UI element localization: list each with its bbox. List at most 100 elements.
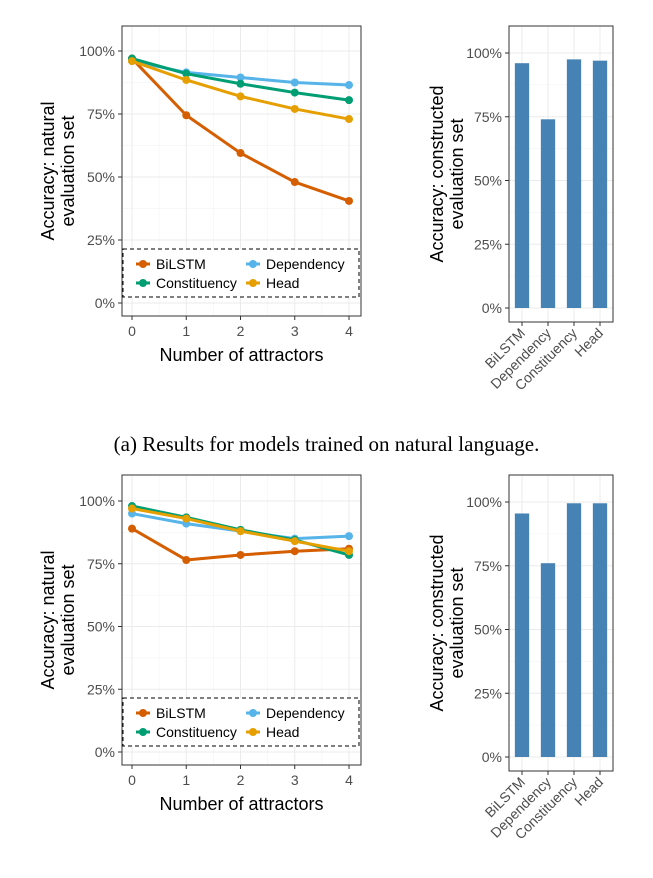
data-point-constituency xyxy=(290,88,299,97)
legend-key-point xyxy=(139,728,147,736)
line-chart-1: 0% 25% 50% 75% 100% 0 1 2 3 4 BiLSTM Dependency Cons… xyxy=(38,25,362,365)
data-point-head xyxy=(345,115,353,124)
data-point-head xyxy=(182,75,191,84)
plot-border xyxy=(121,474,362,766)
legend-entry-bilstm: BiLSTM xyxy=(156,256,206,272)
bar-chart-1: 0%25%50%75%100%BiLSTMDependencyConstitue… xyxy=(427,25,614,393)
data-point-bilstm xyxy=(182,555,191,564)
plot-border xyxy=(121,25,362,317)
data-point-head xyxy=(236,92,245,101)
bar-bilstm xyxy=(514,513,530,757)
data-point-head xyxy=(345,547,353,556)
y-axis-label: Accuracy: constructedevaluation set xyxy=(427,85,467,262)
x-tick-label: 2 xyxy=(237,772,245,788)
legend-box xyxy=(122,697,360,747)
data-point-bilstm xyxy=(128,524,136,533)
legend-entry-constituency: Constituency xyxy=(156,724,237,740)
y-axis-label-line: Accuracy: natural xyxy=(38,101,58,240)
legend-key-point xyxy=(249,709,257,717)
plot-border xyxy=(508,25,614,323)
data-point-constituency xyxy=(345,96,353,105)
y-tick-label: 100% xyxy=(466,494,502,510)
data-point-head xyxy=(128,504,136,513)
data-point-head xyxy=(236,527,245,536)
data-point-head xyxy=(290,537,299,546)
legend-key-point xyxy=(249,728,257,736)
y-tick-label: 0% xyxy=(482,749,502,765)
y-axis-label-line: evaluation set xyxy=(58,115,78,226)
legend-entry-head: Head xyxy=(266,275,299,291)
y-axis-label-line: Accuracy: natural xyxy=(38,550,58,689)
y-tick-label: 100% xyxy=(466,45,502,61)
y-tick-label: 75% xyxy=(87,106,115,122)
y-tick-label: 25% xyxy=(87,232,115,248)
x-tick-label: 1 xyxy=(182,772,190,788)
data-point-head xyxy=(290,104,299,113)
y-axis-label: Accuracy: naturalevaluation set xyxy=(38,101,78,240)
data-point-bilstm xyxy=(290,178,299,187)
data-point-bilstm xyxy=(290,547,299,556)
y-tick-label: 0% xyxy=(95,295,115,311)
y-axis-label: Accuracy: naturalevaluation set xyxy=(38,550,78,689)
bar-constituency xyxy=(566,503,582,757)
x-axis-label: Number of attractors xyxy=(159,794,323,814)
data-point-dependency xyxy=(290,78,299,87)
y-axis-label-line: evaluation set xyxy=(447,118,467,229)
data-point-head xyxy=(128,57,136,66)
x-tick-label: 4 xyxy=(345,772,353,788)
data-point-constituency xyxy=(182,69,191,78)
x-tick-label: 4 xyxy=(345,323,353,339)
legend-entry-dependency: Dependency xyxy=(266,705,345,721)
plot-border xyxy=(508,474,614,772)
legend-key-point xyxy=(139,709,147,717)
x-tick-label: 0 xyxy=(128,772,136,788)
legend-entry-bilstm: BiLSTM xyxy=(156,705,206,721)
y-axis-label-line: evaluation set xyxy=(58,564,78,675)
y-tick-label: 75% xyxy=(474,558,502,574)
y-tick-label: 0% xyxy=(482,300,502,316)
y-tick-label: 50% xyxy=(474,173,502,189)
y-tick-label: 75% xyxy=(87,556,115,572)
y-axis-label: Accuracy: constructedevaluation set xyxy=(427,534,467,711)
data-point-dependency xyxy=(345,81,353,90)
y-tick-label: 50% xyxy=(87,619,115,635)
legend-key-point xyxy=(139,279,147,287)
bar-dependency xyxy=(540,119,556,308)
y-axis-label-line: Accuracy: constructed xyxy=(427,85,447,262)
bar-bilstm xyxy=(514,63,530,309)
line-chart-2: 0% 25% 50% 75% 100% 0 1 2 3 4 BiLSTM Dependency Cons… xyxy=(38,474,362,814)
x-tick-label: 3 xyxy=(291,772,299,788)
y-tick-label: 75% xyxy=(474,109,502,125)
legend-key-point xyxy=(139,260,147,268)
x-tick-label: 2 xyxy=(237,323,245,339)
data-point-head xyxy=(182,514,191,523)
y-tick-label: 25% xyxy=(87,681,115,697)
x-tick-label: Head xyxy=(571,774,606,809)
legend-entry-dependency: Dependency xyxy=(266,256,345,272)
legend-box xyxy=(122,248,360,298)
legend-entry-head: Head xyxy=(266,724,299,740)
legend-key-point xyxy=(249,260,257,268)
bar-chart-2: 0%25%50%75%100%BiLSTMDependencyConstitue… xyxy=(427,474,614,842)
y-axis-label-line: Accuracy: constructed xyxy=(427,534,447,711)
data-point-bilstm xyxy=(182,111,191,120)
data-point-bilstm xyxy=(236,550,245,559)
bar-constituency xyxy=(566,59,582,308)
y-axis-label-line: evaluation set xyxy=(447,567,467,678)
data-point-dependency xyxy=(345,532,353,541)
y-tick-label: 0% xyxy=(95,744,115,760)
legend-entry-constituency: Constituency xyxy=(156,275,237,291)
data-point-constituency xyxy=(236,79,245,88)
legend-key-point xyxy=(249,279,257,287)
y-tick-label: 25% xyxy=(474,236,502,252)
y-tick-label: 50% xyxy=(87,169,115,185)
data-point-dependency xyxy=(236,73,245,82)
x-axis-label: Number of attractors xyxy=(159,345,323,365)
y-tick-label: 25% xyxy=(474,685,502,701)
figure-caption: (a) Results for models trained on natura… xyxy=(113,432,540,456)
y-tick-label: 100% xyxy=(79,43,115,59)
data-point-bilstm xyxy=(345,196,353,205)
x-tick-label: Head xyxy=(571,325,606,360)
bar-head xyxy=(592,503,608,757)
